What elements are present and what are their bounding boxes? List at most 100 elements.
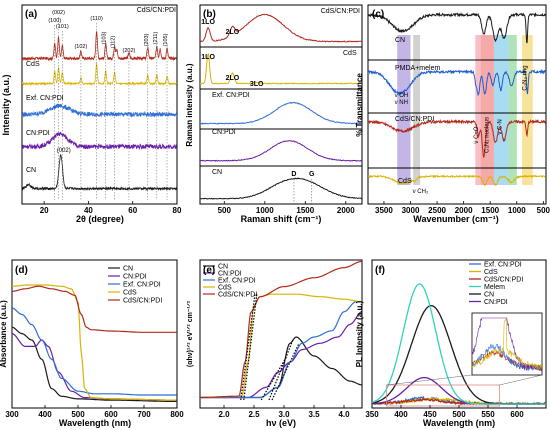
panel-a-xtick-label: 60 [128,206,137,215]
panel-d-series-3 [12,284,177,401]
panel-f-inset-series-1 [471,318,542,371]
panel-f-inset-connector [386,374,473,386]
panel-f-series-3 [372,283,546,405]
panel-a-hkl-label: (105) [163,33,169,46]
panel-b-name-cds: CdS [343,50,357,57]
panel-c-ftir: ν OHν NH ν C=O C₃N₃ nucleus ν C-N C₃N₃ ring ν… [355,4,550,224]
panel-f-series-5 [372,376,546,405]
panel-a-xlabel: 2θ (degree) [76,214,124,224]
panel-b-xtick-label: 2000 [337,206,355,215]
panel-a-series-2 [22,103,177,118]
panel-d-xtick-label: 400 [38,410,52,419]
panel-b-series-3 [200,140,362,162]
panel-f-xtick-label: 500 [452,410,466,419]
panel-f-legend-label: Exf. CN:PDI [484,262,522,269]
panel-c-xtick-label: 3000 [402,206,420,215]
panel-e-legend-label: CN:PDI [218,271,242,278]
panel-a-frame [21,4,178,205]
panel-c-xtick-label: 1500 [481,206,499,215]
panel-a-hkl-cn: (002) [57,148,71,154]
panel-f-xlabel: Wavelength (nm) [423,418,495,428]
panel-a-series-0 [22,31,177,62]
panel-b-name-cdscn: CdS/CN:PDI [321,8,360,15]
panel-a-hkl-label: (202) [123,48,136,54]
panel-b-band-label: D [291,171,296,178]
panel-a-hkl-label: (112) [111,36,117,49]
panel-f-xtick-label: 450 [423,410,437,419]
panel-b-ylabel: Raman intensity (a.u.) [185,63,194,146]
panel-b-series-2 [200,101,362,125]
panel-c-band-4 [493,35,509,185]
panel-b-name-cn: CN [212,169,222,176]
panel-a-name-cds: CdS [26,61,40,68]
panel-c-series-3 [368,174,546,186]
panel-c-xtick-label: 2000 [455,206,473,215]
panel-a-xtick-label: 20 [40,206,49,215]
panel-a-name-cnpdi: CN:PDI [26,130,50,137]
panel-a-xtick-label: 40 [84,206,93,215]
panel-e-extrapolation [271,343,300,401]
panel-c-band-0 [397,35,411,185]
panel-b-xlabel: Raman shift (cm⁻¹) [241,214,322,224]
panel-e-extrapolation [260,355,288,401]
panel-a-name-cn: CN [26,167,36,174]
panel-e-series-0 [200,336,362,399]
panel-f-xtick-label: 550 [481,410,495,419]
panel-d-xtick-label: 700 [137,410,151,419]
panel-c-band-2 [475,35,481,185]
panel-e-extrapolation [268,339,294,401]
panel-c-assignment: C₃N₃ ring [522,65,528,90]
panel-b-subframe-4 [199,165,363,205]
panel-c-ylabel: % Transmittance [355,73,364,137]
panel-c-band-6 [522,35,533,185]
panel-d-legend-label: CN:PDI [123,274,147,281]
panel-f-ylabel: PL Intensity (a.u.) [355,300,364,367]
panel-c-assignment: ν NH [395,100,408,106]
panel-c-name-pmda: PMDA+melem [395,65,440,72]
panel-d-legend-label: CdS/CN:PDI [123,298,162,305]
panel-f-xtick-label: 350 [365,410,379,419]
panel-f-legend-label: CdS [484,269,498,276]
panel-b-band-label: G [309,171,315,178]
panel-e-ylabel: (αhν)¹ᐟ² eV¹ᐟ² cm⁻¹ᐟ² [186,300,194,367]
panel-e-xtick-label: 4.0 [338,410,350,419]
panel-a-hkl-label: (203) [144,33,150,46]
panel-a-name-cdscn: CdS/CN:PDI [137,7,176,14]
panel-a-series-1 [22,63,177,86]
panel-b-label: (b) [203,9,216,20]
panel-c-name-cn: CN [395,37,405,44]
panel-b-raman: 1LO 2LO 1LO 2LO 3LO D G 500 1000 1500 2000 (b) Ra… [185,4,363,224]
panel-e-xtick-label: 3.5 [308,410,320,419]
panel-c-assignment: ν C=O [474,126,480,144]
panel-e-xtick-label: 3.0 [278,410,290,419]
panel-d-series-1 [12,333,177,401]
panel-d-legend-label: CdS [123,290,137,297]
panel-b-name-exf: Exf. CN:PDI [212,92,250,99]
panel-d-legend-label: CN [123,266,133,273]
panel-d-xtick-label: 800 [170,410,184,419]
panel-f-label: (f) [375,265,385,276]
panel-c-assignment: ν CH₂ [413,189,429,195]
panel-d-series-4 [12,285,177,333]
panel-d-series-2 [12,307,177,396]
panel-c-xtick-label: 2500 [428,206,446,215]
panel-e-frame [199,259,363,409]
panel-e-legend-label: CN [218,264,228,271]
panel-b-series-0 [200,13,362,43]
panel-c-xtick-label: 3500 [375,206,393,215]
panel-b-band-label: 1LO [201,54,215,61]
panel-a-hkl-label: (101) [56,24,69,30]
panel-d-label: (d) [15,265,28,276]
panel-c-xtick-label: 500 [537,206,550,215]
panel-b-band-label: 1LO [201,19,215,26]
panel-b-xtick-label: 1000 [256,206,274,215]
panel-d-xtick-label: 500 [71,410,85,419]
panel-e-xtick-label: 2.5 [248,410,260,419]
panel-a-hkl-label: (102) [74,44,87,50]
panel-b-band-label: 3LO [250,81,264,88]
panel-b-xtick-label: 1500 [296,206,314,215]
panel-f-legend-label: CN:PDI [484,299,508,306]
panel-e-legend-label: Exf. CN:PDI [218,278,256,285]
